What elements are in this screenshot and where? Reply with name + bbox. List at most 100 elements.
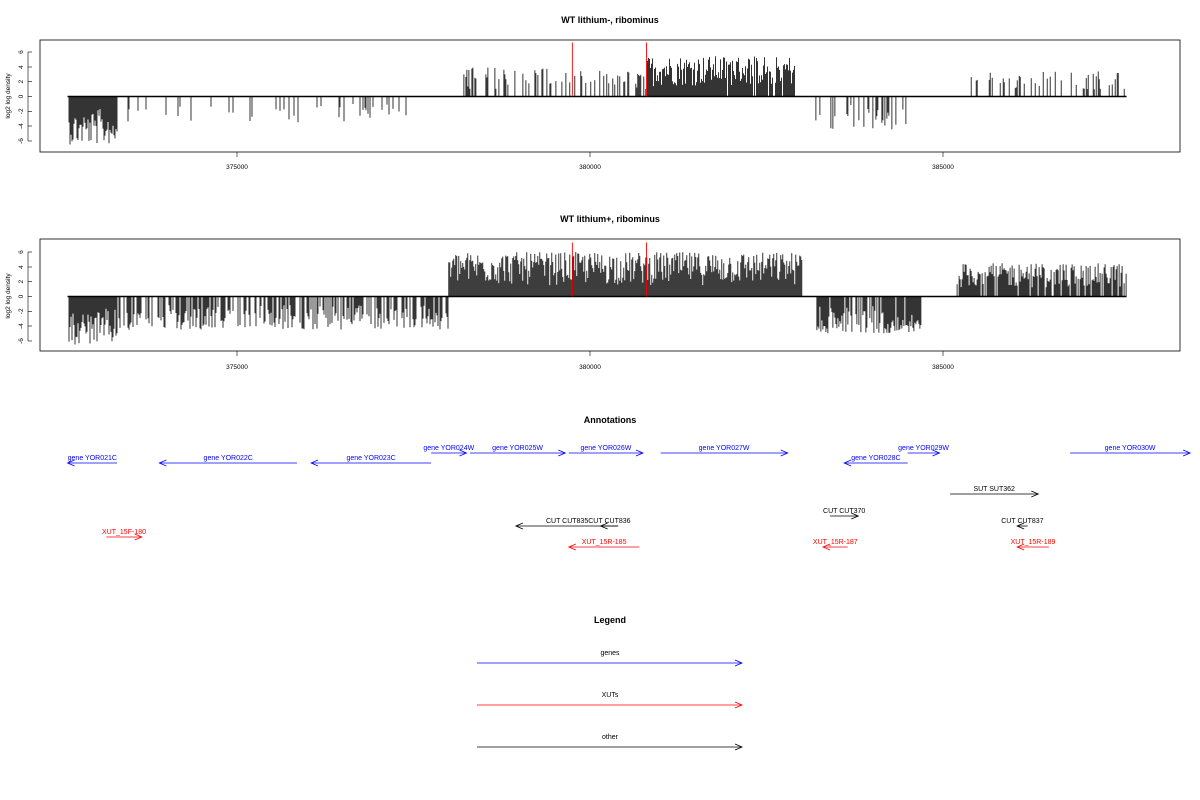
panel-1-xtick-label: 375000	[226, 164, 248, 171]
panel-2-xtick-label: 380000	[579, 364, 601, 371]
panel-2-ytick: -6	[18, 338, 32, 344]
feature-arrowhead	[134, 533, 143, 541]
panel-1: WT lithium-, ribominus log2 log density …	[5, 15, 1181, 171]
feature-arrowhead	[558, 449, 567, 457]
legend-item-label: other	[602, 734, 619, 741]
panel-2-ytick: 0	[18, 294, 32, 298]
annotation-feature: gene YOR026W	[568, 445, 644, 457]
annotation-feature: CUT CUT836	[588, 518, 631, 530]
feature-label: XUT_15R-189	[1011, 539, 1056, 546]
panel-1-ytick: -6	[18, 138, 32, 144]
feature-arrowhead	[1016, 522, 1025, 530]
panel-1-ytick-label: -6	[18, 138, 25, 144]
panel-2-ytick-label: 6	[18, 250, 25, 254]
feature-label: gene YOR029W	[898, 445, 949, 452]
panel-2-ytick-label: 4	[18, 265, 25, 269]
panel-2-xtick: 375000	[226, 351, 248, 371]
panel-1-xtick-label: 385000	[932, 164, 954, 171]
panel-2-plot-box	[39, 238, 1181, 352]
feature-label: XUT_15R-185	[582, 539, 627, 546]
panel-2-xtick-label: 375000	[226, 364, 248, 371]
panel-2-ytick-label: -2	[18, 308, 25, 314]
panel-1-xtick: 380000	[579, 152, 601, 171]
legend-item-label: XUTs	[602, 692, 619, 699]
annotation-feature: gene YOR027W	[660, 445, 789, 457]
annotation-feature: XUT_15R-187	[813, 539, 858, 551]
panel-1-xaxis: 375000 380000 385000	[226, 152, 954, 171]
panel-1-xtick: 385000	[932, 152, 954, 171]
feature-arrowhead	[599, 522, 608, 530]
panel-1-xtick-label: 380000	[579, 164, 601, 171]
panel-2-title: WT lithium+, ribominus	[560, 214, 660, 224]
panel-2-ytick: 4	[18, 265, 32, 269]
panel-2-yaxis: 6 4 2 0 -2 -4 -6	[18, 250, 32, 344]
annotation-feature: gene YOR029W	[898, 445, 949, 457]
annotation-feature: gene YOR024W	[423, 445, 475, 457]
feature-label: gene YOR021C	[68, 455, 117, 462]
feature-arrowhead	[459, 449, 468, 457]
legend-arrowhead	[734, 701, 744, 709]
legend-item-xuts: XUTs	[477, 692, 744, 709]
feature-arrowhead	[1182, 449, 1192, 457]
feature-label: gene YOR023C	[346, 455, 395, 462]
legend-item-genes: genes	[477, 650, 744, 667]
panel-1-ytick: 2	[18, 80, 32, 84]
panel-2-xtick: 380000	[579, 351, 601, 371]
panel-1-ytick-label: 6	[18, 50, 25, 54]
legend-arrowhead	[734, 743, 744, 751]
legend-arrowhead	[734, 659, 744, 667]
feature-label: gene YOR025W	[492, 445, 543, 452]
feature-label: gene YOR028C	[851, 455, 900, 462]
annotation-feature: XUT_15R-185	[567, 539, 640, 551]
legend-item-other: other	[477, 734, 744, 751]
feature-label: CUT CUT836	[588, 518, 630, 525]
panel-2-ytick: -4	[18, 323, 32, 329]
panel-1-title: WT lithium-, ribominus	[561, 15, 659, 25]
feature-arrowhead	[567, 543, 576, 551]
annotations-panel: Annotations gene YOR021C gene YOR022C gene…	[66, 415, 1192, 551]
feature-arrowhead	[932, 449, 941, 457]
legend-title: Legend	[594, 615, 626, 625]
feature-label: gene YOR030W	[1105, 445, 1156, 452]
feature-label: SUT SUT362	[973, 486, 1015, 493]
panel-2-xtick: 385000	[932, 351, 954, 371]
feature-arrowhead	[514, 522, 524, 530]
panel-1-ytick: 0	[18, 94, 32, 98]
feature-label: CUT CUT835	[546, 518, 588, 525]
panel-2-ytick-label: -6	[18, 338, 25, 344]
panel-2-ytick-label: -4	[18, 323, 25, 329]
panel-1-ytick-label: -4	[18, 123, 25, 129]
panel-1-ylabel: log2 log density	[5, 73, 12, 119]
feature-label: gene YOR026W	[580, 445, 631, 452]
panel-1-ytick: -2	[18, 108, 32, 114]
feature-arrowhead	[635, 449, 644, 457]
annotation-tracks: gene YOR021C gene YOR022C gene YOR023C gene…	[66, 445, 1192, 551]
panel-1-ytick: -4	[18, 123, 32, 129]
panel-2-ytick: 2	[18, 280, 32, 284]
feature-arrowhead	[851, 512, 860, 520]
annotation-feature: gene YOR025W	[470, 445, 567, 457]
feature-label: CUT CUT837	[1001, 518, 1043, 525]
feature-arrowhead	[821, 543, 831, 551]
feature-label: XUT_15R-187	[813, 539, 858, 546]
feature-label: XUT_15F-180	[102, 529, 146, 536]
annotation-feature: gene YOR021C	[66, 455, 117, 467]
annotation-feature: CUT CUT837	[1001, 518, 1044, 530]
feature-label: CUT CUT370	[823, 508, 865, 515]
legend-item-label: genes	[600, 650, 620, 657]
panel-2-xtick-label: 385000	[932, 364, 954, 371]
legend: Legend genes XUTs other	[477, 615, 744, 751]
feature-arrowhead	[780, 449, 789, 457]
panel-2: WT lithium+, ribominus log2 log density …	[5, 214, 1181, 371]
panel-1-xtick: 375000	[226, 152, 248, 171]
panel-1-plot-box	[39, 39, 1181, 153]
annotation-feature: gene YOR030W	[1070, 445, 1192, 457]
panel-1-ytick-label: -2	[18, 108, 25, 114]
panel-2-bars	[67, 242, 1127, 345]
panel-1-ytick: 6	[18, 50, 32, 54]
feature-arrowhead	[158, 459, 167, 467]
panel-1-yaxis: 6 4 2 0 -2 -4 -6	[18, 50, 32, 144]
panel-1-bars	[67, 42, 1127, 145]
panel-2-ytick: -2	[18, 308, 32, 314]
